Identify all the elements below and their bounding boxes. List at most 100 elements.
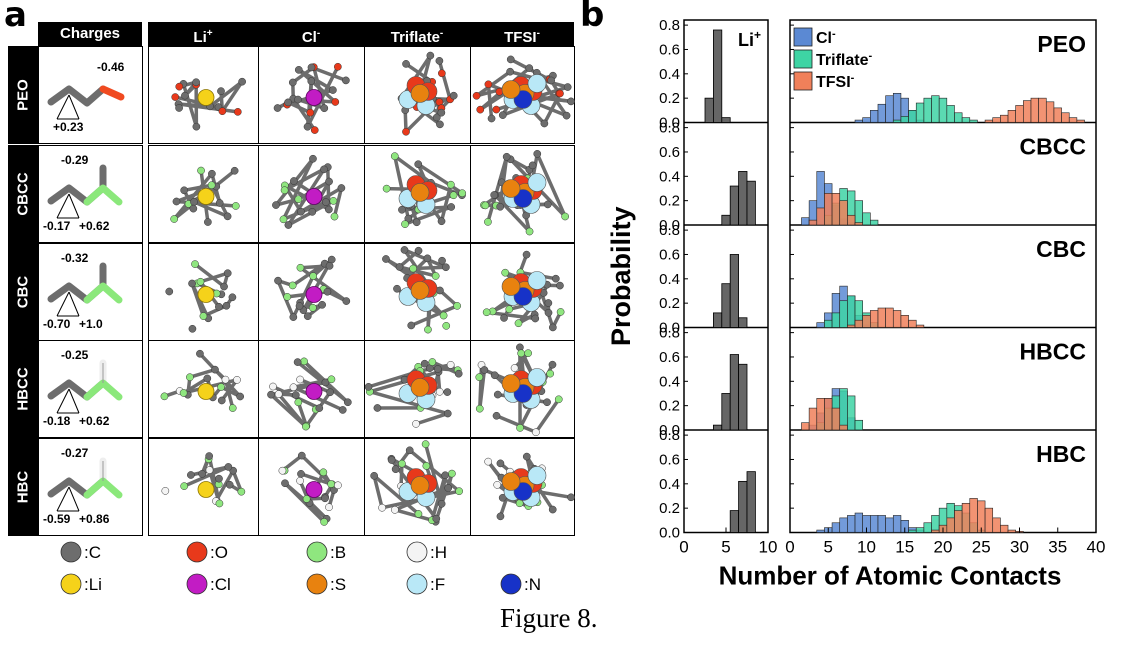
y-tick-label: 0.4 (659, 476, 680, 493)
atom-ball-icon (60, 573, 82, 595)
row-header-text: HBC (14, 470, 32, 504)
anion-bar (915, 527, 925, 533)
y-tick-label: 0.0 (659, 217, 680, 234)
monomer-structure: -0.46 +0.23 (47, 60, 125, 134)
anion-bar (847, 395, 856, 431)
cell-hbcc-0: -0.25 -0.18 +0.62 (38, 340, 143, 438)
charge-label: -0.46 (97, 60, 125, 74)
anion-bar (885, 517, 894, 533)
anion-bar (1007, 529, 1016, 533)
anion-bar (908, 529, 917, 533)
charge-label: +0.62 (79, 219, 110, 233)
atom-legend-label: :Cl (210, 575, 231, 594)
anion-bar (816, 529, 825, 533)
col-header-2: Cl- (258, 22, 364, 46)
hist-row-label: PEO (1037, 31, 1086, 57)
panel-b-letter: b (580, 0, 605, 35)
charge-label: -0.18 (43, 414, 71, 428)
anion-bar (847, 214, 856, 226)
anion-bar (839, 517, 848, 533)
charge-label: -0.17 (43, 219, 71, 233)
cell-hbc-4 (470, 438, 575, 536)
anion-bar (854, 512, 863, 533)
col-header-sup: - (439, 28, 444, 39)
legend-label: TFSI- (816, 72, 855, 91)
solvation-snapshot (484, 452, 575, 521)
anion-bar (984, 507, 994, 533)
y-tick-label: 0.8 (659, 17, 680, 34)
cell-hbcc-1 (148, 340, 259, 438)
anion-bar (1061, 112, 1070, 123)
anion-bar (992, 517, 1001, 533)
y-tick-label: 0.8 (659, 120, 680, 137)
cell-peo-1 (148, 46, 259, 144)
atom-legend-label: :O (210, 543, 228, 562)
cell-peo-3 (364, 46, 471, 144)
li-bar (704, 97, 714, 123)
anion-bar (931, 95, 940, 123)
histogram-panel: 0.0 0.2 0.4 0.6 0.8 PEO 0.0 0.2 0.4 0.6 0.8 CBCC 0.0… (606, 17, 1105, 591)
atom-ball-icon (60, 541, 82, 563)
legend-item: Cl- (793, 27, 836, 47)
anion-bar (816, 398, 825, 431)
atom-ball-icon (406, 541, 428, 563)
cell-hbcc-2 (258, 340, 365, 438)
monomer-structure: -0.27 -0.59 +0.86 (43, 446, 123, 526)
anion-bar (831, 407, 841, 431)
y-tick-label: 0.2 (659, 398, 680, 415)
anion-bar (931, 529, 940, 533)
cell-peo-0: -0.46 +0.23 (38, 46, 143, 144)
y-tick-label: 0.2 (659, 193, 680, 210)
anion-bar (892, 310, 902, 328)
anion-bar (816, 207, 825, 226)
cell-cbc-2 (258, 243, 365, 341)
atom-ball-icon (306, 573, 328, 595)
li-bar (738, 317, 748, 328)
col-header-sup: - (316, 28, 321, 39)
y-tick-label: 0.6 (659, 349, 680, 366)
legend-swatch (793, 71, 813, 91)
legend-label: Triflate- (816, 50, 872, 69)
y-tick-label: 0.0 (659, 525, 680, 542)
panel-a-letter: a (4, 0, 27, 35)
atom-ball-icon (500, 573, 522, 595)
y-tick-label: 0.4 (659, 168, 680, 185)
x-axis-label: Number of Atomic Contacts (719, 561, 1062, 591)
y-tick-label: 0.8 (659, 427, 680, 444)
anion-bar (870, 310, 879, 328)
anion-bar (915, 324, 925, 328)
anion-bar (854, 419, 863, 431)
atom-legend-item: :F (406, 573, 445, 595)
solvation-snapshot (472, 55, 575, 128)
atom-ball-icon (186, 541, 208, 563)
y-tick-label: 0.0 (659, 320, 680, 337)
atom-legend-item: :N (500, 573, 541, 595)
x-tick-label: 25 (972, 538, 991, 557)
solvation-snapshot (482, 250, 565, 332)
anion-bar (870, 110, 879, 123)
anion-bar (854, 222, 863, 226)
anion-bar (831, 193, 841, 226)
solvation-snapshot (480, 150, 569, 236)
cell-hbcc-3 (364, 340, 471, 438)
solvation-snapshot (382, 152, 467, 228)
cell-cbcc-3 (364, 145, 471, 243)
atom-legend-label: :B (330, 543, 346, 562)
hist-row-label: HBC (1036, 441, 1086, 467)
molecule-grid: Charges Li+ Cl- Triflate- TFSI- PEO -0.46 +0.23… (8, 22, 575, 536)
solvation-snapshot (278, 451, 342, 526)
atom-legend-item: :Li (60, 573, 102, 595)
anion-bar (1030, 97, 1039, 123)
x-tick-label: 15 (895, 538, 914, 557)
anion-bar (831, 522, 841, 533)
y-axis-label: Probability (606, 206, 636, 346)
solvation-snapshot (165, 260, 237, 333)
anion-bar (961, 502, 971, 533)
anion-bar (885, 307, 894, 328)
cell-cbcc-1 (148, 145, 259, 243)
figure-caption: Figure 8. (500, 603, 598, 633)
anion-bar (877, 103, 886, 123)
atom-legend-item: :B (306, 541, 346, 563)
anion-bar (923, 97, 932, 123)
anion-bar (824, 193, 833, 226)
